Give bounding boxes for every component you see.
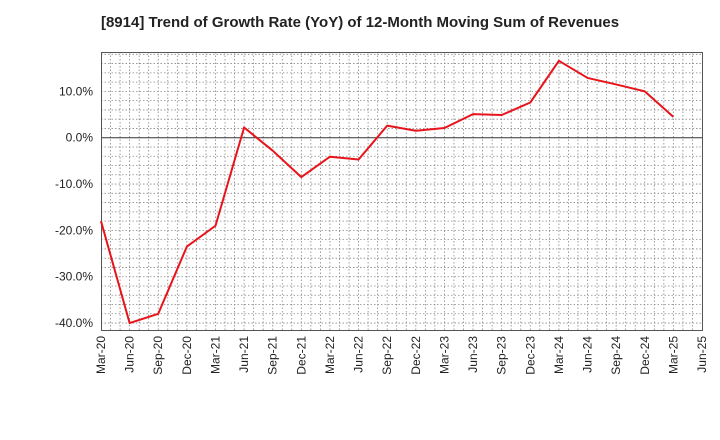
- x-tick-label: Jun-23: [466, 336, 480, 373]
- x-tick-label: Jun-25: [695, 336, 709, 373]
- x-tick-label: Mar-22: [323, 336, 337, 374]
- series-line: [100, 59, 675, 325]
- y-axis-ticks: 10.0% 0.0% -10.0% -20.0% -30.0% -40.0%: [55, 84, 93, 330]
- x-tick-label: Jun-24: [581, 336, 595, 373]
- y-tick-label: -30.0%: [55, 270, 93, 284]
- series-group: [100, 59, 675, 325]
- x-tick-label: Mar-23: [437, 336, 451, 374]
- x-tick-label: Sep-20: [151, 336, 165, 375]
- x-tick-label: Mar-20: [94, 336, 108, 374]
- x-tick-label: Mar-25: [666, 336, 680, 374]
- x-axis-ticks: Mar-20 Jun-20 Sep-20 Dec-20 Mar-21 Jun-21 Sep-…: [94, 336, 709, 375]
- x-tick-label: Jun-22: [352, 336, 366, 373]
- y-tick-label: -40.0%: [55, 316, 93, 330]
- x-tick-label: Sep-22: [380, 336, 394, 375]
- x-tick-label: Dec-21: [294, 336, 308, 375]
- gridlines: [101, 52, 702, 330]
- x-tick-label: Jun-21: [237, 336, 251, 373]
- y-tick-label: -20.0%: [55, 223, 93, 237]
- y-tick-label: 10.0%: [59, 84, 93, 98]
- x-tick-label: Dec-20: [180, 336, 194, 375]
- x-tick-label: Mar-24: [552, 336, 566, 374]
- x-tick-label: Dec-24: [638, 336, 652, 375]
- x-tick-label: Dec-23: [523, 336, 537, 375]
- chart-title: [8914] Trend of Growth Rate (YoY) of 12-…: [100, 14, 620, 31]
- x-tick-label: Sep-24: [609, 336, 623, 375]
- x-tick-label: Mar-21: [208, 336, 222, 374]
- x-tick-label: Sep-23: [495, 336, 509, 375]
- x-tick-label: Jun-20: [123, 336, 137, 373]
- y-tick-label: 0.0%: [66, 131, 94, 145]
- y-tick-label: -10.0%: [55, 177, 93, 191]
- plot-area: [101, 52, 702, 330]
- plot-border: [101, 52, 703, 331]
- x-tick-label: Sep-21: [266, 336, 280, 375]
- x-tick-label: Dec-22: [409, 336, 423, 375]
